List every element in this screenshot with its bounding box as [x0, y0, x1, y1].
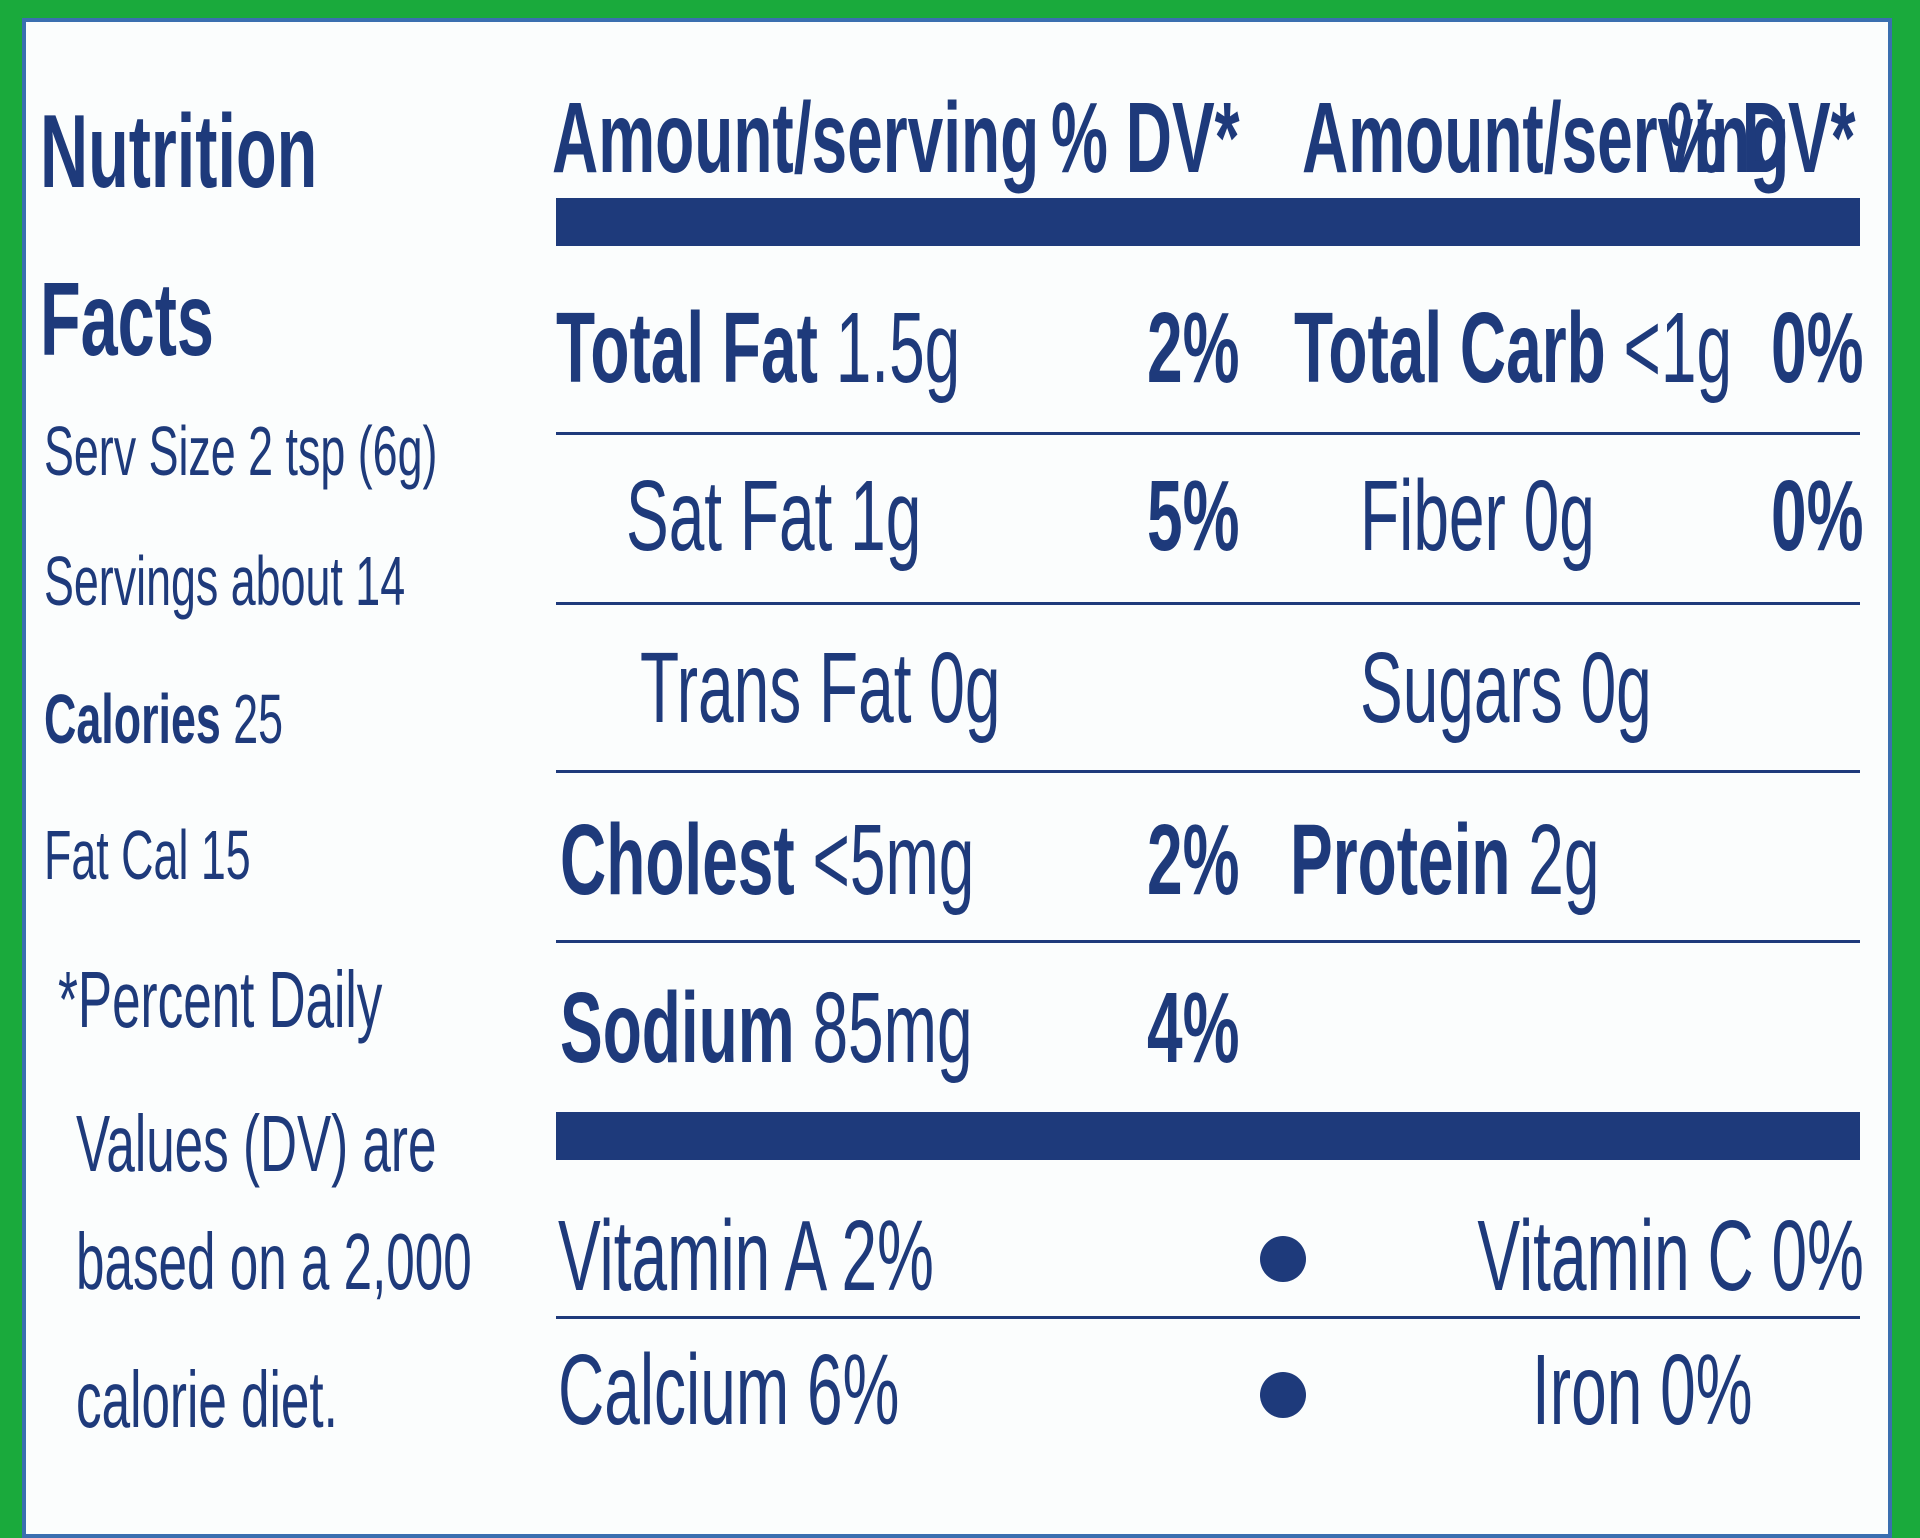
calcium: Calcium 6% — [558, 1334, 900, 1446]
bullet-dot-2 — [1260, 1372, 1306, 1418]
calories: Calories 25 — [44, 680, 284, 758]
fiber-dv: 0% — [1771, 460, 1865, 572]
title-nutrition: Nutrition — [40, 94, 318, 210]
thick-rule-top — [556, 198, 1860, 246]
nutrition-facts-label — [22, 18, 1892, 1538]
header-amount-serving-1: Amount/serving — [552, 82, 1040, 194]
cholesterol-dv: 2% — [1147, 804, 1241, 916]
rule-2 — [556, 602, 1860, 605]
header-dv-2: % DV* — [1667, 82, 1857, 194]
thick-rule-bottom — [556, 1112, 1860, 1160]
sugars: Sugars 0g — [1360, 632, 1652, 744]
trans-fat: Trans Fat 0g — [640, 632, 1001, 744]
iron: Iron 0% — [1532, 1334, 1753, 1446]
vitamin-c: Vitamin C 0% — [1477, 1200, 1864, 1312]
footnote-line-4: calorie diet. — [76, 1355, 338, 1444]
rule-3 — [556, 770, 1860, 773]
title-facts: Facts — [40, 262, 214, 378]
header-amount-serving-2: Amount/serving — [1302, 82, 1790, 194]
serving-size: Serv Size 2 tsp (6g) — [44, 412, 438, 490]
rule-5 — [556, 1316, 1860, 1319]
header-dv-1: % DV* — [1051, 82, 1241, 194]
footnote-line-3: based on a 2,000 — [76, 1217, 472, 1306]
sodium: Sodium 85mg — [560, 972, 973, 1084]
protein: Protein 2g — [1290, 804, 1600, 916]
total-fat: Total Fat 1.5g — [556, 292, 961, 404]
sodium-dv: 4% — [1147, 972, 1241, 1084]
total-carb: Total Carb <1g — [1294, 292, 1733, 404]
vitamin-a: Vitamin A 2% — [558, 1200, 934, 1312]
sat-fat-dv: 5% — [1147, 460, 1241, 572]
fat-calories: Fat Cal 15 — [44, 816, 251, 894]
footnote-line-2: Values (DV) are — [76, 1099, 437, 1188]
cholesterol: Cholest <5mg — [560, 804, 975, 916]
total-carb-dv: 0% — [1771, 292, 1865, 404]
rule-1 — [556, 432, 1860, 435]
servings-per-container: Servings about 14 — [44, 542, 406, 620]
bullet-dot-1 — [1260, 1236, 1306, 1282]
rule-4 — [556, 940, 1860, 943]
total-fat-dv: 2% — [1147, 292, 1241, 404]
sat-fat: Sat Fat 1g — [626, 460, 922, 572]
footnote-line-1: *Percent Daily — [58, 955, 383, 1044]
fiber: Fiber 0g — [1360, 460, 1595, 572]
